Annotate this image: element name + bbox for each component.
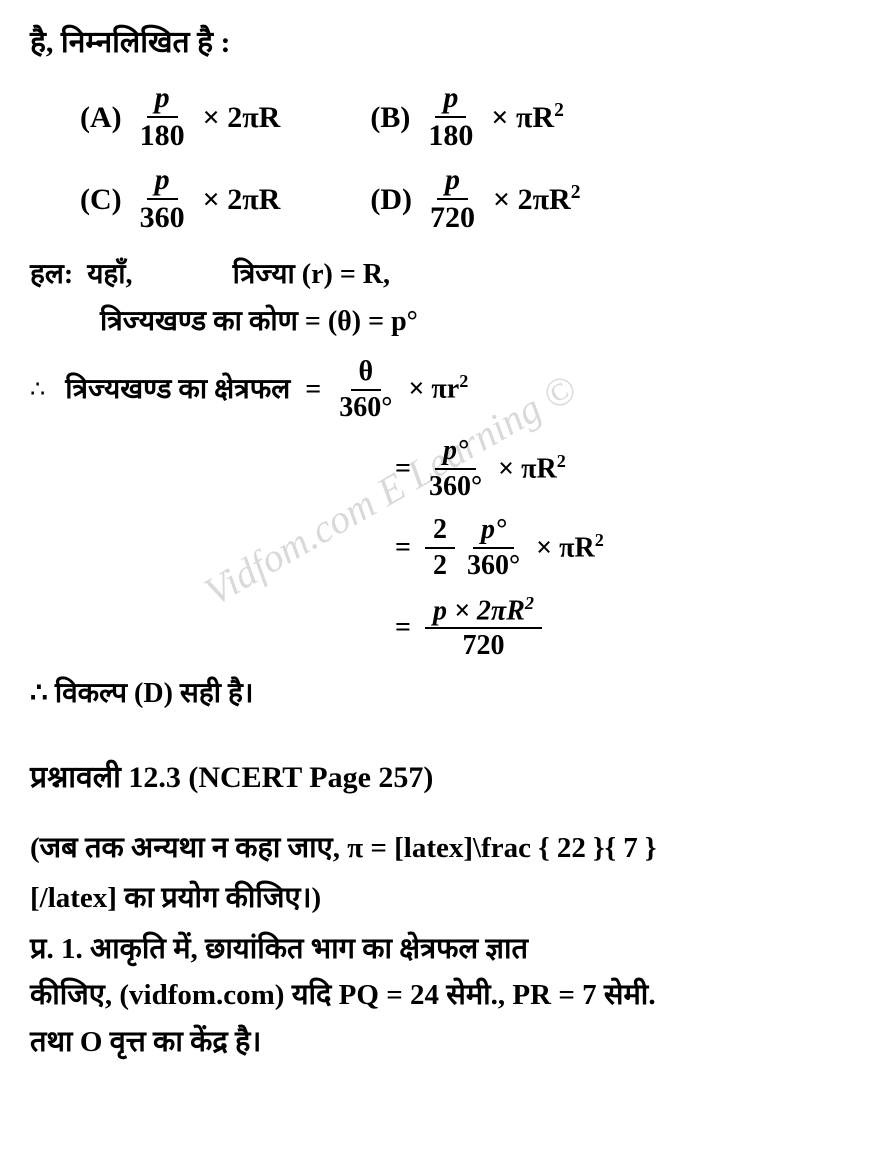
- option-d-frac: p 720: [426, 162, 479, 236]
- top-line: है, निम्नलिखित है :: [30, 20, 849, 65]
- option-c-frac: p 360: [136, 162, 189, 236]
- yahan: यहाँ,: [87, 259, 132, 290]
- option-b-frac: p 180: [424, 80, 477, 154]
- option-d: (D) p 720 × 2πR2: [370, 162, 580, 236]
- area-formula: ∴ त्रिज्यखण्ड का क्षेत्रफल = θ 360° × πr…: [30, 355, 849, 424]
- section-title: प्रश्नावली 12.3 (NCERT Page 257): [30, 755, 849, 800]
- step2: = p° 360° × πR2: [395, 434, 849, 503]
- option-c-mult: × 2πR: [203, 177, 281, 222]
- option-c: (C) p 360 × 2πR: [80, 162, 280, 236]
- option-a-label: (A): [80, 95, 122, 140]
- option-d-label: (D): [370, 177, 412, 222]
- option-a-frac: p 180: [136, 80, 189, 154]
- option-b: (B) p 180 × πR2: [370, 80, 563, 154]
- option-d-mult: × 2πR2: [493, 177, 580, 222]
- step3: = 2 2 p° 360° × πR2: [395, 513, 849, 582]
- question-line2: कीजिए, (vidfom.com) यदि PQ = 24 सेमी., P…: [30, 972, 849, 1018]
- solution-section: हल: यहाँ, त्रिज्या (r) = R, त्रिज्यखण्ड …: [30, 254, 849, 715]
- options-row-2: (C) p 360 × 2πR (D) p 720 × 2πR2: [80, 162, 849, 236]
- angle-eq: त्रिज्यखण्ड का कोण = (θ) = p°: [100, 301, 849, 343]
- question-line3: तथा O वृत्त का केंद्र है।: [30, 1019, 849, 1065]
- option-a-mult: × 2πR: [203, 95, 281, 140]
- option-b-label: (B): [370, 95, 410, 140]
- conclusion: ∴ विकल्प (D) सही है।: [30, 673, 849, 715]
- radius-eq: त्रिज्या (r) = R,: [233, 254, 390, 296]
- instruction-line2: [/latex] का प्रयोग कीजिए।): [30, 875, 849, 921]
- question-line1: प्र. 1. आकृति में, छायांकित भाग का क्षेत…: [30, 926, 849, 972]
- options-row-1: (A) p 180 × 2πR (B) p 180 × πR2: [80, 80, 849, 154]
- hal-label: हल:: [30, 259, 73, 290]
- option-b-mult: × πR2: [491, 95, 563, 140]
- instruction-line1: (जब तक अन्यथा न कहा जाए, π = [latex]\fra…: [30, 825, 849, 871]
- option-a: (A) p 180 × 2πR: [80, 80, 280, 154]
- step4: = p × 2πR2 720: [395, 593, 849, 664]
- option-c-label: (C): [80, 177, 122, 222]
